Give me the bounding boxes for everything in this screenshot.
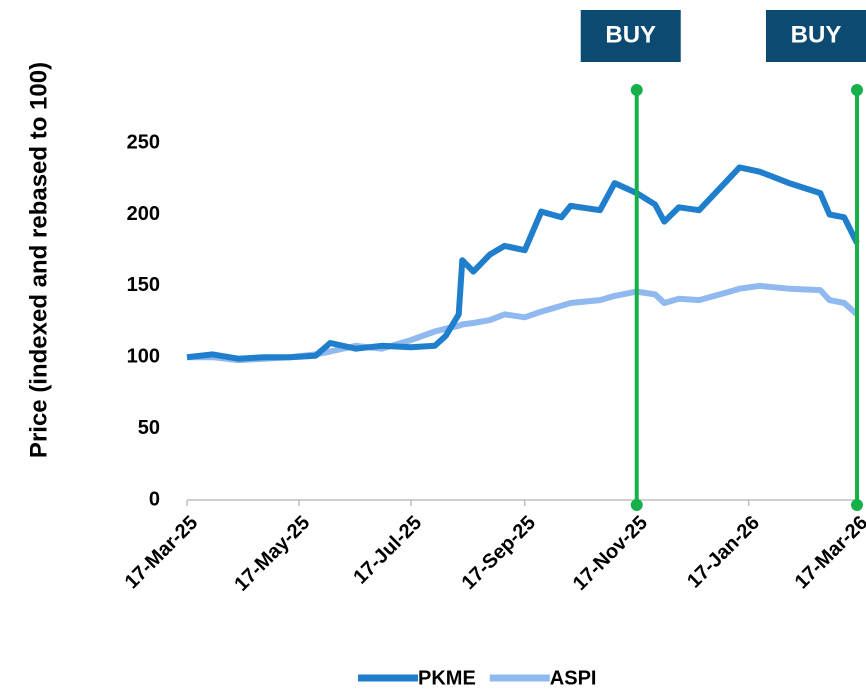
x-tick-label: 17-Jan-26 <box>683 512 764 593</box>
legend-label: ASPI <box>550 667 597 689</box>
line-series <box>186 164 860 362</box>
buy-dot <box>851 499 863 511</box>
x-tick-label: 17-Mar-26 <box>791 512 866 594</box>
buy-dot <box>630 499 643 511</box>
y-tick-label: 250 <box>127 131 160 153</box>
buy-label: BUY <box>791 21 842 48</box>
x-tick-label: 17-Nov-25 <box>569 512 652 595</box>
buy-dot <box>630 84 643 96</box>
y-tick-label: 0 <box>149 488 160 510</box>
x-tick-label: 17-Mar-25 <box>121 512 203 594</box>
y-tick-label: 200 <box>127 203 160 225</box>
legend-label: PKME <box>418 667 476 689</box>
line-series <box>187 282 859 364</box>
y-tick-label: 100 <box>127 346 160 368</box>
buy-dot <box>851 84 863 96</box>
buy-box <box>580 10 681 62</box>
y-axis-title: Price (indexed and rebased to 100) <box>25 62 52 458</box>
x-tick-label: 17-Jul-25 <box>349 512 426 589</box>
buy-box <box>766 10 866 62</box>
y-tick-label: 50 <box>138 417 160 439</box>
buy-label: BUY <box>605 21 656 48</box>
x-tick-label: 17-May-25 <box>230 512 314 596</box>
y-tick-label: 150 <box>127 274 160 296</box>
x-tick-label: 17-Sep-25 <box>458 512 540 594</box>
